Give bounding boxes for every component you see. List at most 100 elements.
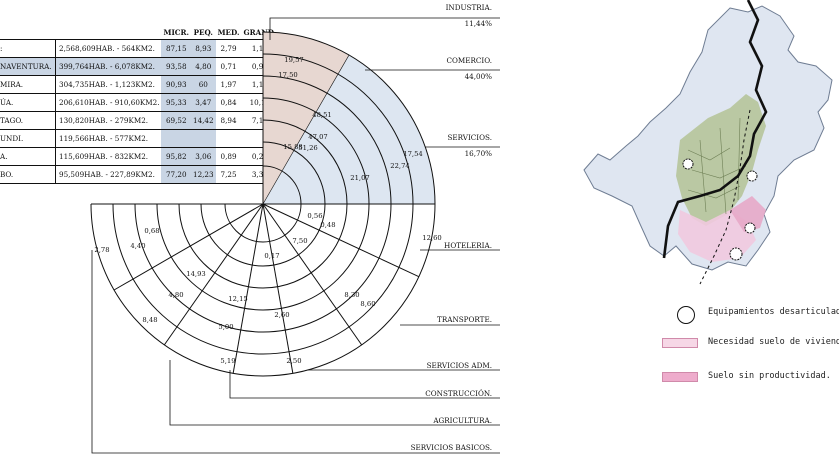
data-label: 0,56 <box>307 212 322 220</box>
leader-line <box>269 17 500 40</box>
legend-item-equipment: Equipamientos desarticulados. <box>708 307 839 317</box>
data-label: 51,26 <box>298 144 317 152</box>
ring-arc-bottom <box>156 203 370 311</box>
data-label: 7,50 <box>292 237 307 245</box>
equipment-marker <box>682 158 694 170</box>
road-dashed <box>699 109 751 285</box>
sector-share: 16,70% <box>465 149 493 158</box>
data-label: 17,54 <box>403 150 422 158</box>
data-label: 8,30 <box>344 291 359 299</box>
data-label: 0,68 <box>144 227 159 235</box>
ring-arc-top <box>262 141 326 205</box>
sector-divider <box>113 203 264 291</box>
row-value: 3,06 <box>191 147 216 166</box>
data-label: 17,50 <box>278 71 297 79</box>
unproductive-zone <box>730 196 766 232</box>
row-value: 12,23 <box>191 165 216 184</box>
row-value: 3,47 <box>191 93 216 112</box>
row-value: 95,33 <box>161 93 191 112</box>
equipment-marker <box>744 222 756 234</box>
sector-label: SERVICIOS BASICOS. <box>411 443 492 452</box>
row-value <box>191 129 216 148</box>
sector-comercio <box>263 55 435 205</box>
ring-arc-top <box>262 165 302 205</box>
sector-industria <box>263 32 349 204</box>
table-row: ÚA. 206,610HAB. - 910,60KM2. 95,33 3,47 0,84… <box>0 93 279 112</box>
table-row: A. 115,609HAB. - 832KM2. 95,82 3,06 0,89 0,23 <box>0 147 279 166</box>
sector-divider <box>262 203 363 346</box>
sector-divider <box>163 203 264 346</box>
sector-label: SERVICIOS ADM. <box>427 361 492 370</box>
table-row: :2,568,609HAB. - 564KM2. 87,15 8,93 2,79 1,1… <box>0 39 279 58</box>
river <box>662 0 768 259</box>
col-header: PEQ. <box>193 27 213 37</box>
table-row: NAVENTURA. 399,764HAB. - 6,078KM2. 93,58 4,… <box>0 57 279 76</box>
row-population: 95,509HAB. - 227,89KM2. <box>55 165 162 184</box>
table-row: BO. 95,509HAB. - 227,89KM2. 77,20 12,23 7,25… <box>0 165 279 184</box>
legend-swatch-light-pink <box>662 338 698 348</box>
ring-arc-bottom <box>224 203 302 243</box>
sector-label: INDUSTRIA. <box>446 3 492 12</box>
row-value: 87,15 <box>161 39 191 58</box>
legend-circle-icon <box>677 306 695 324</box>
row-value: 77,20 <box>161 165 191 184</box>
data-label: 5,00 <box>218 323 233 331</box>
sector-label: HOTELERIA. <box>444 241 492 250</box>
data-label: 2,50 <box>286 357 301 365</box>
col-header: MED. <box>217 27 240 37</box>
ring-arc-top <box>262 97 370 205</box>
equipment-marker <box>729 247 743 261</box>
ring-arc-bottom <box>112 203 414 355</box>
data-label: 48,51 <box>312 111 331 119</box>
data-label: 47,07 <box>308 133 327 141</box>
data-label: 2,78 <box>94 246 109 254</box>
ring-arc-bottom <box>90 203 436 377</box>
city-grid <box>687 117 747 215</box>
ring-arc-bottom <box>134 203 392 333</box>
data-label: 2,60 <box>274 311 289 319</box>
leader-line <box>169 360 500 426</box>
row-value: 7,25 <box>215 165 242 184</box>
data-label: 0,48 <box>320 221 335 229</box>
data-label: 4,80 <box>168 291 183 299</box>
data-label: 4,40 <box>130 242 145 250</box>
data-label: 5,19 <box>220 357 235 365</box>
leader-line <box>229 370 500 399</box>
sector-divider <box>262 203 420 278</box>
row-value: 69,52 <box>161 111 191 130</box>
data-label: 22,74 <box>390 162 409 170</box>
data-label: 12,60 <box>422 234 441 242</box>
row-name: BO. <box>0 165 56 184</box>
data-label: 0,17 <box>264 252 279 260</box>
col-header: MICR. <box>163 27 189 37</box>
sector-divider <box>232 203 264 374</box>
data-label: 8,48 <box>142 316 157 324</box>
sector-label: TRANSPORTE. <box>437 315 492 324</box>
table-row: MIRA. 304,735HAB. - 1,123KM2. 90,93 60 1,97 1… <box>0 75 279 94</box>
data-label: 14,93 <box>186 270 205 278</box>
map <box>583 0 833 285</box>
data-label: 19,57 <box>284 56 303 64</box>
sector-label: COMERCIO. <box>446 56 492 65</box>
legend-item-unproductive: Suelo sin productividad. <box>708 371 831 381</box>
row-population: 399,764HAB. - 6,078KM2. <box>55 57 162 76</box>
table-row: TAGO. 130,820HAB. - 279KM2. 69,52 14,42 8,94… <box>0 111 279 130</box>
sector-label: CONSTRUCCIÓN. <box>425 389 492 398</box>
ring-arc-top <box>262 53 414 205</box>
sector-share: 11,44% <box>465 19 493 28</box>
legend-item-housing: Necesidad suelo de vivienda. <box>708 337 839 347</box>
row-value: 90,93 <box>161 75 191 94</box>
legend-swatch-pink <box>662 372 698 382</box>
ring-arc-top <box>262 31 436 205</box>
ring-arc-top <box>262 75 392 205</box>
ring-arc-top <box>262 119 348 205</box>
ring-arc-bottom <box>200 203 326 267</box>
sector-divider <box>262 203 294 374</box>
data-label: 12,15 <box>228 295 247 303</box>
row-name: NAVENTURA. <box>0 57 56 76</box>
equipment-marker <box>746 170 758 182</box>
sector-label: AGRICULTURA. <box>432 416 492 425</box>
sector-label: SERVICIOS. <box>447 133 492 142</box>
data-table: MICR. PEQ. MED. GRAND. :2,568,609HAB. - … <box>0 25 279 184</box>
